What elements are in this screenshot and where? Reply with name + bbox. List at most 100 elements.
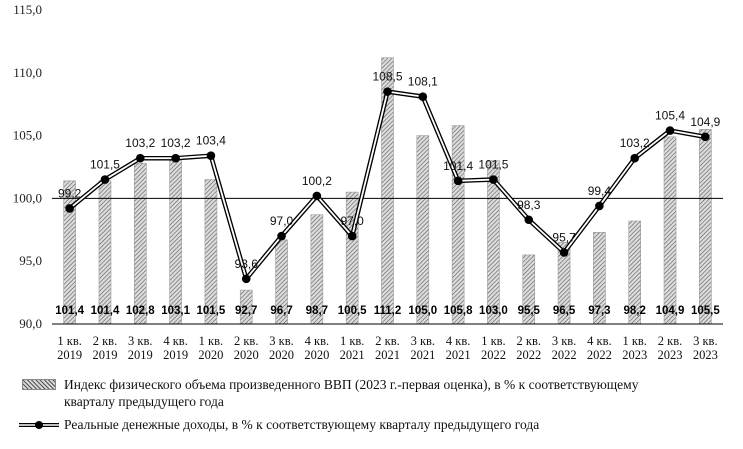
line-data-label: 108,5 xyxy=(372,70,402,84)
bar-data-label: 104,9 xyxy=(656,305,685,317)
income-marker xyxy=(453,176,463,186)
x-tick-label: 2019 xyxy=(57,348,82,362)
x-tick-label: 2022 xyxy=(481,348,506,362)
line-data-label: 101,5 xyxy=(90,158,120,172)
x-tick-label: 2 кв. xyxy=(517,334,541,348)
legend: Индекс физического объема произведенного… xyxy=(18,376,738,433)
income-marker xyxy=(630,153,640,163)
x-tick-label: 4 кв. xyxy=(587,334,611,348)
income-marker xyxy=(65,204,74,213)
x-tick-label: 2023 xyxy=(622,348,647,362)
x-tick-label: 1 кв. xyxy=(199,334,223,348)
x-tick-label: 3 кв. xyxy=(128,334,152,348)
gdp-bar xyxy=(133,162,147,325)
legend-swatch-line xyxy=(19,421,59,429)
income-marker xyxy=(135,153,145,163)
x-tick-label: 3 кв. xyxy=(411,334,435,348)
x-tick-label: 3 кв. xyxy=(552,334,576,348)
line-data-label: 108,1 xyxy=(408,75,438,89)
x-tick-label: 2 кв. xyxy=(658,334,682,348)
line-data-label: 103,2 xyxy=(125,136,155,150)
bar-data-label: 105,0 xyxy=(408,305,437,317)
bar-data-label: 92,7 xyxy=(235,305,257,317)
x-tick-label: 2 кв. xyxy=(375,334,399,348)
line-data-label: 101,4 xyxy=(443,159,473,173)
line-data-label: 98,3 xyxy=(517,198,541,212)
legend-item-income: Реальные денежные доходы, в % к соответс… xyxy=(18,416,738,433)
line-data-label: 99,2 xyxy=(58,186,82,200)
income-marker xyxy=(241,274,251,284)
income-marker xyxy=(100,175,110,184)
x-tick-label: 4 кв. xyxy=(163,334,187,348)
bar-data-label: 97,3 xyxy=(588,305,610,317)
x-tick-label: 2019 xyxy=(92,348,117,362)
x-tick-label: 2020 xyxy=(304,348,329,362)
y-tick-label: 90,0 xyxy=(19,316,42,331)
income-marker xyxy=(312,191,322,201)
gdp-bar xyxy=(451,125,465,325)
gdp-bar xyxy=(699,129,712,325)
legend-item-gdp: Индекс физического объема произведенного… xyxy=(18,376,738,410)
line-data-label: 103,2 xyxy=(620,136,650,150)
bar-data-label: 105,5 xyxy=(691,305,720,317)
y-tick-label: 100,0 xyxy=(13,190,42,205)
line-data-label: 103,4 xyxy=(196,134,226,148)
line-data-label: 95,7 xyxy=(552,230,576,244)
income-marker xyxy=(206,151,216,160)
line-data-label: 105,4 xyxy=(655,109,685,123)
bar-data-label: 95,5 xyxy=(518,305,541,317)
legend-label-gdp-line2: кварталу предыдущего года xyxy=(64,394,224,409)
x-tick-label: 1 кв. xyxy=(340,334,364,348)
x-tick-label: 1 кв. xyxy=(481,334,505,348)
bar-data-label: 103,1 xyxy=(161,305,190,317)
bar-data-label: 105,8 xyxy=(444,305,473,317)
income-marker xyxy=(171,153,180,163)
line-data-labels: 99,2 101,5 103,2 103,2 103,4 93,6 97,0 100,2 97,… xyxy=(58,70,721,271)
bar-data-labels: 101,4 101,4 102,8 103,1 101,5 92,7 96,7 98,7 100… xyxy=(55,305,720,317)
bar-data-label: 96,5 xyxy=(553,305,576,317)
y-tick-label: 95,0 xyxy=(19,253,42,268)
income-marker xyxy=(701,132,710,142)
y-tick-label: 115,0 xyxy=(13,2,42,17)
gdp-bar xyxy=(416,135,430,325)
income-marker xyxy=(524,215,534,225)
x-tick-label: 2020 xyxy=(198,348,223,362)
x-tick-label: 4 кв. xyxy=(446,334,470,348)
y-axis: 90,0 95,0 100,0 105,0 110,0 115,0 xyxy=(13,2,42,331)
legend-label-gdp-line1: Индекс физического объема произведенного… xyxy=(64,377,639,392)
line-data-label: 99,4 xyxy=(588,184,612,198)
x-tick-label: 2020 xyxy=(269,348,294,362)
x-tick-label: 3 кв. xyxy=(693,334,717,348)
legend-label-income: Реальные денежные доходы, в % к соответс… xyxy=(64,417,540,432)
income-marker xyxy=(489,175,498,184)
bar-data-label: 101,4 xyxy=(91,305,120,317)
x-tick-label: 2022 xyxy=(552,348,577,362)
bar-data-label: 100,5 xyxy=(338,305,367,317)
gdp-bar xyxy=(98,180,112,325)
x-tick-label: 2021 xyxy=(410,348,435,362)
line-data-label: 103,2 xyxy=(161,136,191,150)
bar-data-label: 98,2 xyxy=(624,305,646,317)
line-data-label: 97,0 xyxy=(341,214,365,228)
x-tick-label: 2021 xyxy=(375,348,400,362)
gdp-bar xyxy=(169,159,182,325)
line-data-label: 101,5 xyxy=(478,158,508,172)
x-tick-label: 1 кв. xyxy=(622,334,646,348)
bar-data-label: 98,7 xyxy=(306,305,328,317)
x-tick-label: 4 кв. xyxy=(305,334,329,348)
x-tick-label: 2022 xyxy=(516,348,541,362)
x-tick-label: 2 кв. xyxy=(234,334,258,348)
x-tick-label: 2022 xyxy=(587,348,612,362)
bar-data-label: 102,8 xyxy=(126,305,155,317)
income-marker xyxy=(559,248,569,257)
x-tick-label: 1 кв. xyxy=(57,334,81,348)
bar-data-label: 101,4 xyxy=(55,305,84,317)
income-marker xyxy=(347,231,357,241)
x-tick-label: 2021 xyxy=(446,348,471,362)
bar-data-label: 96,7 xyxy=(270,305,292,317)
bar-data-label: 111,2 xyxy=(374,305,402,317)
income-marker xyxy=(277,231,286,241)
x-tick-label: 2019 xyxy=(128,348,153,362)
